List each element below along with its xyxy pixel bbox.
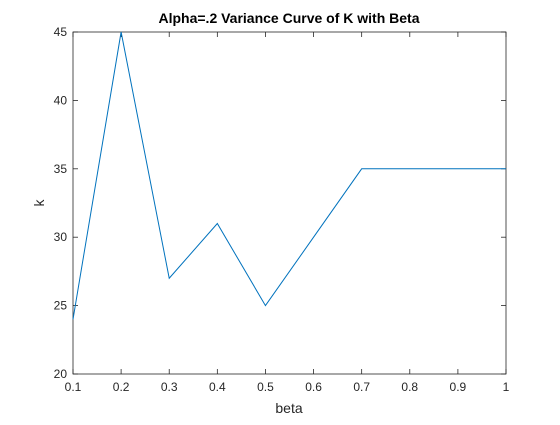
x-tick-label: 0.3 xyxy=(161,380,178,394)
x-tick-label: 0.4 xyxy=(209,380,226,394)
x-tick-label: 1 xyxy=(503,380,510,394)
y-tick-label: 45 xyxy=(54,25,68,39)
x-tick-label: 0.5 xyxy=(257,380,274,394)
x-tick-label: 0.7 xyxy=(353,380,370,394)
y-tick-label: 25 xyxy=(54,299,68,313)
x-tick-label: 0.9 xyxy=(450,380,467,394)
x-tick-label: 0.6 xyxy=(305,380,322,394)
y-tick-label: 40 xyxy=(54,93,68,107)
chart-title: Alpha=.2 Variance Curve of K with Beta xyxy=(158,10,419,26)
x-axis-label: beta xyxy=(275,400,302,416)
y-tick-label: 30 xyxy=(54,230,68,244)
y-tick-label: 35 xyxy=(54,162,68,176)
x-tick-label: 0.8 xyxy=(401,380,418,394)
x-tick-label: 0.1 xyxy=(65,380,82,394)
y-axis-label: k xyxy=(31,199,47,207)
y-tick-label: 20 xyxy=(54,367,68,381)
x-tick-label: 0.2 xyxy=(113,380,130,394)
plot-area-box xyxy=(73,32,506,374)
